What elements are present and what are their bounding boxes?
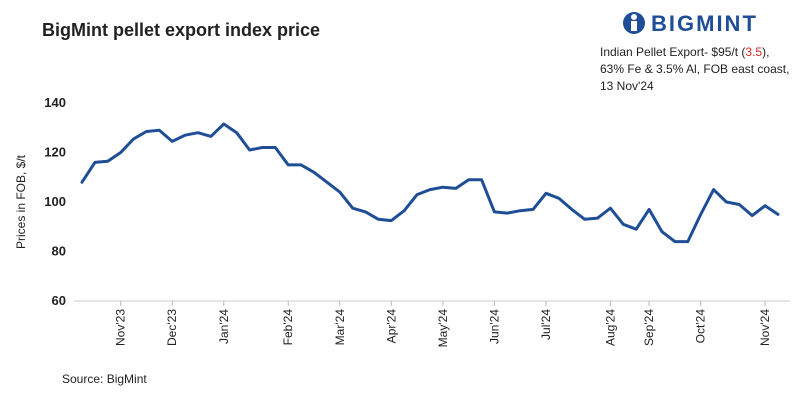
x-tick-label: Apr'24 bbox=[384, 309, 398, 344]
x-tick-label: Oct'24 bbox=[694, 309, 708, 344]
annotation-line: 63% Fe & 3.5% Al, FOB east coast, bbox=[600, 62, 789, 76]
y-tick-label: 80 bbox=[52, 244, 66, 259]
y-tick-label: 140 bbox=[44, 95, 66, 110]
y-axis-label: Prices in FOB, $/t bbox=[14, 154, 28, 249]
logo-text: BIGMINT bbox=[651, 11, 758, 36]
annotation-line: 13 Nov'24 bbox=[600, 79, 654, 93]
logo: BIGMINT bbox=[623, 11, 758, 36]
x-tick-label: Sep'24 bbox=[642, 309, 656, 346]
x-tick-label: Mar'24 bbox=[333, 309, 347, 346]
annotation-line: Indian Pellet Export- $95/t (3.5), bbox=[600, 45, 769, 59]
x-tick-label: May'24 bbox=[436, 309, 450, 348]
logo-icon-body bbox=[631, 21, 637, 31]
x-tick-label: Jul'24 bbox=[539, 309, 553, 340]
annotation-text: Indian Pellet Export- $95/t ( bbox=[600, 45, 745, 59]
x-tick-label: Dec'23 bbox=[165, 309, 179, 346]
y-tick-label: 60 bbox=[52, 293, 66, 308]
logo-icon-head bbox=[631, 14, 637, 20]
y-tick-label: 100 bbox=[44, 194, 66, 209]
annotation-change: 3.5 bbox=[745, 45, 762, 59]
x-tick-label: Feb'24 bbox=[281, 309, 295, 346]
x-tick-label: Aug'24 bbox=[603, 309, 617, 346]
x-tick-label: Nov'24 bbox=[758, 309, 772, 346]
x-tick-label: Jun'24 bbox=[487, 309, 501, 344]
x-tick-label: Nov'23 bbox=[114, 309, 128, 346]
y-tick-label: 120 bbox=[44, 145, 66, 160]
chart-title: BigMint pellet export index price bbox=[42, 20, 320, 40]
source: Source: BigMint bbox=[62, 372, 147, 386]
x-tick-label: Jan'24 bbox=[217, 309, 231, 344]
line-series bbox=[80, 122, 780, 244]
annotation-text: ), bbox=[762, 45, 769, 59]
